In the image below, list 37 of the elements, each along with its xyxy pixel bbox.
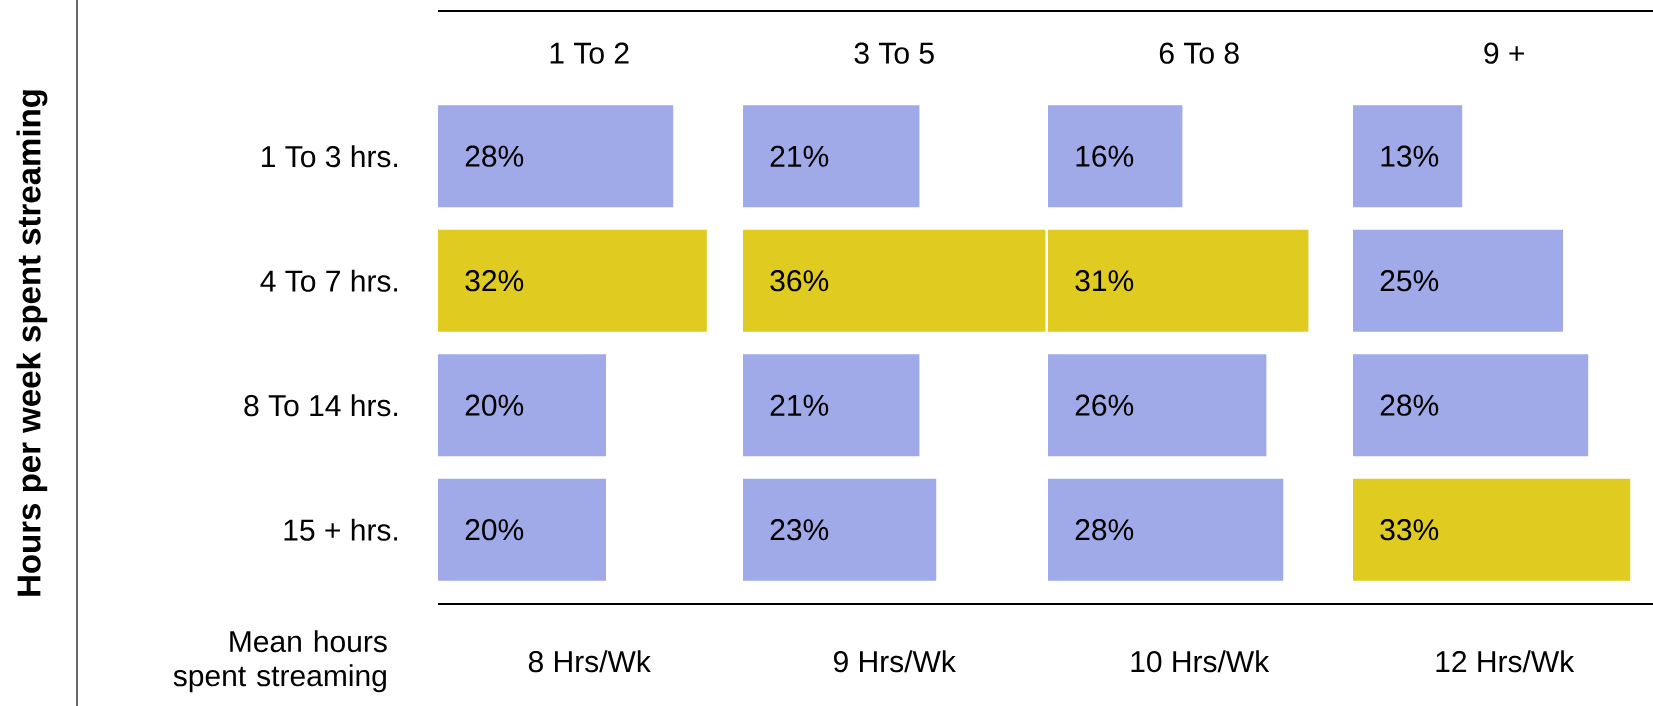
text: 9 Hrs/Wk: [833, 650, 956, 673]
data-label: 36%: [770, 270, 829, 292]
data-label: 28%: [1075, 519, 1134, 541]
y-tick-label: 4 To 7 hrs.: [260, 269, 398, 292]
chart-title: 3 To 5: [854, 42, 934, 64]
bar: [1353, 105, 1463, 208]
bar: [1353, 354, 1589, 457]
text: 8 Hrs/Wk: [528, 650, 651, 673]
data-label: 28%: [465, 145, 524, 167]
data-label: 25%: [1380, 270, 1439, 292]
text: 12 Hrs/Wk: [1436, 650, 1575, 673]
data-label: 21%: [770, 394, 829, 416]
data-label: 28%: [1380, 394, 1439, 416]
text: 10 Hrs/Wk: [1131, 650, 1270, 673]
data-label: 20%: [465, 519, 524, 541]
data-label: 13%: [1381, 145, 1439, 167]
data-label: 16%: [1076, 145, 1134, 167]
data-label: 31%: [1075, 270, 1134, 292]
data-label: 21%: [770, 145, 829, 167]
y-tick-label: 8 To 14 hrs.: [244, 394, 398, 417]
bar: [1048, 478, 1284, 581]
data-label: 23%: [770, 519, 829, 541]
bar: [1353, 478, 1631, 581]
data-label: 20%: [465, 394, 524, 416]
text: Mean hours spent streaming: [173, 630, 387, 693]
data-label: 33%: [1380, 519, 1439, 541]
y-tick-label: 1 To 3 hrs.: [262, 145, 398, 168]
y-tick-label: 15 + hrs.: [284, 518, 398, 541]
data-label: 26%: [1075, 394, 1134, 416]
y-axis-title: Hours per week spent streaming: [16, 90, 48, 596]
bar: [1048, 354, 1267, 457]
chart-title: 1 To 2: [550, 42, 629, 64]
bar: [1353, 229, 1564, 332]
chart-title: 9 +: [1484, 42, 1524, 64]
data-label: 32%: [465, 270, 524, 292]
chart-title: 6 To 8: [1159, 42, 1239, 64]
bar: [1048, 105, 1183, 208]
